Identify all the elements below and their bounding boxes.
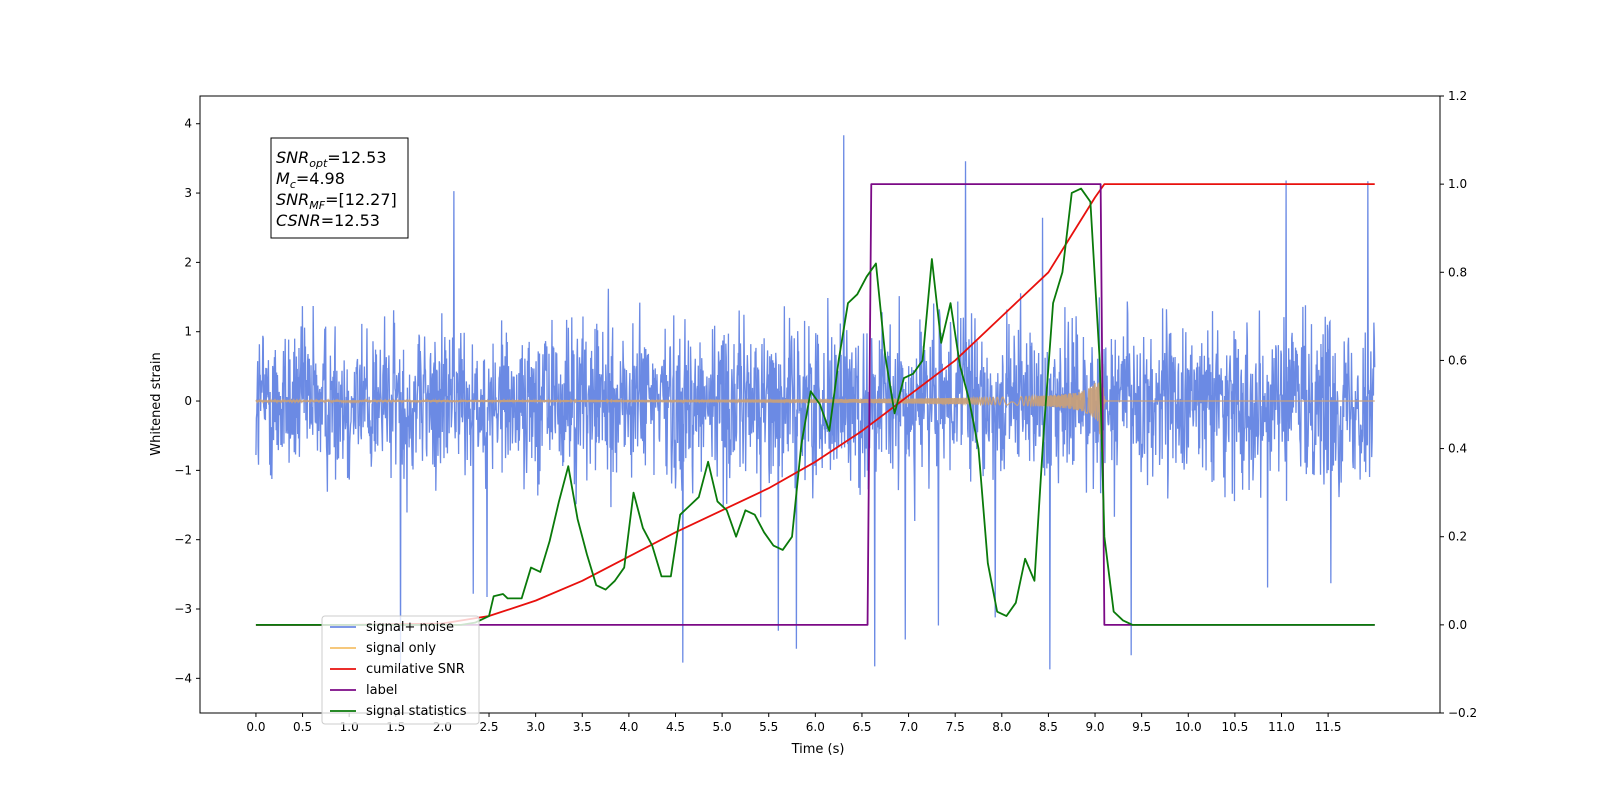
x-tick-label: 8.5 bbox=[1039, 720, 1058, 734]
x-tick-label: 3.0 bbox=[526, 720, 545, 734]
x-tick-label: 11.0 bbox=[1268, 720, 1295, 734]
series-line-signal-plus-noise bbox=[255, 135, 1376, 670]
x-tick-label: 7.5 bbox=[946, 720, 965, 734]
x-tick-label: 10.0 bbox=[1175, 720, 1202, 734]
x-tick-label: 2.5 bbox=[479, 720, 498, 734]
y-left-tick-label: −3 bbox=[174, 602, 192, 616]
legend-label-cumilative-snr: cumilative SNR bbox=[366, 662, 465, 677]
x-tick-label: 6.0 bbox=[806, 720, 825, 734]
y-left-tick-label: −1 bbox=[174, 463, 192, 477]
y-left-tick-label: 4 bbox=[184, 117, 192, 131]
y-left-tick-label: −2 bbox=[174, 533, 192, 547]
x-tick-label: 5.5 bbox=[759, 720, 778, 734]
x-tick-label: 9.5 bbox=[1132, 720, 1151, 734]
y-right-tick-label: −0.2 bbox=[1448, 706, 1477, 720]
annotation-line: SNRMF=[12.27] bbox=[276, 190, 397, 212]
axis-ticks: 0.0 0.5 1.0 1.5 2.0 2.5 3.0 3.5 4.0 4.5 5.0 5.5 6.0 6… bbox=[174, 89, 1477, 734]
x-tick-label: 8.0 bbox=[992, 720, 1011, 734]
legend-label-signal-statistics: signal statistics bbox=[366, 704, 467, 719]
legend-label-label: label bbox=[366, 683, 397, 698]
annotation-frame bbox=[270, 137, 409, 239]
stats-annotation-box: SNRopt=12.53Mc=4.98SNRMF=[12.27]CSNR=12.… bbox=[270, 137, 409, 239]
y-right-tick-label: 1.0 bbox=[1448, 177, 1467, 191]
annotation-line: CSNR=12.53 bbox=[276, 211, 380, 230]
x-tick-label: 4.0 bbox=[619, 720, 638, 734]
y-right-tick-label: 1.2 bbox=[1448, 89, 1467, 103]
series-layer bbox=[255, 135, 1376, 670]
y-left-tick-label: −4 bbox=[174, 671, 192, 685]
x-tick-label: 6.5 bbox=[852, 720, 871, 734]
y-right-tick-label: 0.2 bbox=[1448, 530, 1467, 544]
y-left-tick-label: 1 bbox=[184, 325, 192, 339]
y-right-tick-label: 0.0 bbox=[1448, 618, 1467, 632]
legend-label-signal-noise: signal+ noise bbox=[366, 620, 454, 635]
y-right-tick-label: 0.6 bbox=[1448, 353, 1467, 367]
y-left-tick-label: 3 bbox=[184, 186, 192, 200]
legend: signal+ noise signal only cumilative SNR la… bbox=[321, 615, 480, 725]
x-tick-label: 0.0 bbox=[246, 720, 265, 734]
y-right-tick-label: 0.8 bbox=[1448, 265, 1467, 279]
x-tick-label: 4.5 bbox=[666, 720, 685, 734]
series-line-signal-statistics bbox=[255, 187, 1375, 626]
x-tick-label: 0.5 bbox=[293, 720, 312, 734]
y-left-tick-label: 0 bbox=[184, 394, 192, 408]
x-axis-label: Time (s) bbox=[791, 742, 845, 757]
y-right-tick-label: 0.4 bbox=[1448, 442, 1467, 456]
x-tick-label: 7.0 bbox=[899, 720, 918, 734]
annotation-line: SNRopt=12.53 bbox=[276, 148, 387, 170]
x-tick-label: 9.0 bbox=[1085, 720, 1104, 734]
y-axis-label: Whitened strain bbox=[149, 352, 164, 455]
annotation-line: Mc=4.98 bbox=[276, 169, 345, 191]
y-left-tick-label: 2 bbox=[184, 255, 192, 269]
x-tick-label: 5.0 bbox=[713, 720, 732, 734]
legend-label-signal-only: signal only bbox=[366, 641, 436, 656]
x-tick-label: 11.5 bbox=[1315, 720, 1342, 734]
plot-frame bbox=[199, 95, 1441, 714]
x-tick-label: 3.5 bbox=[573, 720, 592, 734]
x-tick-label: 10.5 bbox=[1222, 720, 1249, 734]
legend-frame bbox=[321, 615, 480, 725]
